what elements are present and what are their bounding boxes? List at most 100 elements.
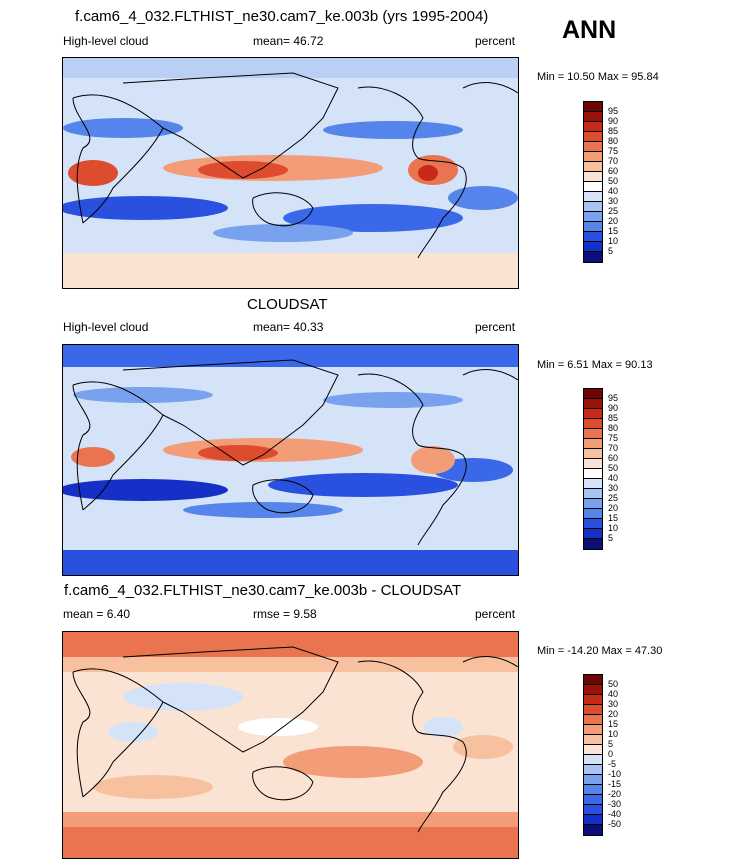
polar-south-band (63, 827, 518, 858)
negative-anomaly (123, 683, 243, 711)
colorbar-label: 25 (608, 206, 619, 216)
colorbar-swatch (584, 815, 602, 825)
colorbar-label: 85 (608, 413, 619, 423)
colorbar-label: -40 (608, 809, 622, 819)
colorbar-swatch (584, 519, 602, 529)
colorbar-label: 70 (608, 443, 619, 453)
colorbar-swatch (584, 539, 602, 549)
map-plot (63, 632, 518, 858)
tropical-maximum (198, 161, 288, 179)
season-label: ANN (562, 16, 617, 44)
colorbar (583, 674, 603, 836)
colorbar-label: 75 (608, 433, 619, 443)
min-max-label: Min = 10.50 Max = 95.84 (537, 71, 659, 83)
polar-south-band (63, 550, 518, 575)
colorbar-label: 75 (608, 146, 619, 156)
colorbar-swatch (584, 509, 602, 519)
panel-title: CLOUDSAT (247, 296, 328, 313)
polar-north-band (63, 58, 518, 78)
colorbar-label: 5 (608, 246, 614, 256)
mean-label: mean= 40.33 (253, 320, 324, 334)
colorbar-swatch (584, 695, 602, 705)
colorbar-label: 15 (608, 513, 619, 523)
colorbar-swatch (584, 805, 602, 815)
units-label: percent (475, 607, 516, 621)
colorbar-swatch (584, 172, 602, 182)
colorbar-swatch (584, 785, 602, 795)
panel-title: f.cam6_4_032.FLTHIST_ne30.cam7_ke.003b -… (64, 582, 462, 599)
coastlines (72, 359, 518, 546)
subtropical-minimum (63, 479, 228, 501)
colorbar-label: -5 (608, 759, 617, 769)
storm-track-band (323, 392, 463, 408)
positive-anomaly (283, 746, 423, 778)
storm-track-band (73, 387, 213, 403)
subtropical-minimum (283, 204, 463, 232)
polar-north-band (63, 632, 518, 657)
negative-anomaly (423, 717, 463, 737)
colorbar-label: 90 (608, 403, 619, 413)
tropical-maximum (68, 160, 118, 186)
colorbar-label: -10 (608, 769, 622, 779)
colorbar-swatch (584, 685, 602, 695)
polar-south-band (63, 253, 518, 288)
polar-south-band (63, 812, 518, 827)
colorbar-swatch (584, 449, 602, 459)
subtropical-minimum (213, 224, 353, 242)
polar-north-band (63, 345, 518, 367)
colorbar (583, 388, 603, 550)
colorbar-swatch (584, 775, 602, 785)
colorbar-label: 15 (608, 226, 619, 236)
min-max-label: Min = 6.51 Max = 90.13 (537, 359, 653, 371)
colorbar-swatch (584, 529, 602, 539)
colorbar-swatch (584, 765, 602, 775)
contour-map (62, 57, 519, 289)
map-plot (63, 345, 518, 575)
colorbar-swatch (584, 479, 602, 489)
tropical-maximum (418, 165, 438, 181)
colorbar-swatch (584, 459, 602, 469)
neutral-anomaly (238, 718, 318, 736)
negative-anomaly (108, 722, 158, 742)
coastlines (72, 646, 518, 833)
colorbar-label: -15 (608, 779, 622, 789)
colorbar-swatch (584, 499, 602, 509)
colorbar-label: 30 (608, 196, 619, 206)
colorbar-swatch (584, 112, 602, 122)
contour-map (62, 344, 519, 576)
positive-anomaly (453, 735, 513, 759)
subtropical-minimum (183, 502, 343, 518)
colorbar-label: 85 (608, 126, 619, 136)
colorbar-swatch (584, 182, 602, 192)
colorbar-swatch (584, 192, 602, 202)
colorbar-label: 60 (608, 166, 619, 176)
colorbar-swatch (584, 162, 602, 172)
min-max-label: Min = -14.20 Max = 47.30 (537, 645, 663, 657)
colorbar-swatch (584, 745, 602, 755)
variable-label: High-level cloud (63, 34, 149, 48)
colorbar-swatch (584, 715, 602, 725)
colorbar (583, 101, 603, 263)
colorbar-swatch (584, 795, 602, 805)
colorbar-label: 5 (608, 739, 614, 749)
colorbar-label: 0 (608, 749, 614, 759)
colorbar-swatch (584, 122, 602, 132)
colorbar-swatch (584, 489, 602, 499)
colorbar-swatch (584, 152, 602, 162)
subtropical-minimum (63, 196, 228, 220)
colorbar-label: -30 (608, 799, 622, 809)
colorbar-label: 95 (608, 106, 619, 116)
colorbar-swatch (584, 212, 602, 222)
subtropical-minimum (268, 473, 458, 497)
colorbar-swatch (584, 469, 602, 479)
colorbar-label: 25 (608, 493, 619, 503)
colorbar-swatch (584, 389, 602, 399)
colorbar-swatch (584, 419, 602, 429)
colorbar-label: 30 (608, 699, 619, 709)
tropical-maximum (411, 446, 455, 474)
mean-label: mean= 46.72 (253, 34, 324, 48)
colorbar-swatch (584, 202, 602, 212)
colorbar-label: 40 (608, 473, 619, 483)
polar-north-band (63, 657, 518, 672)
colorbar-swatch (584, 675, 602, 685)
